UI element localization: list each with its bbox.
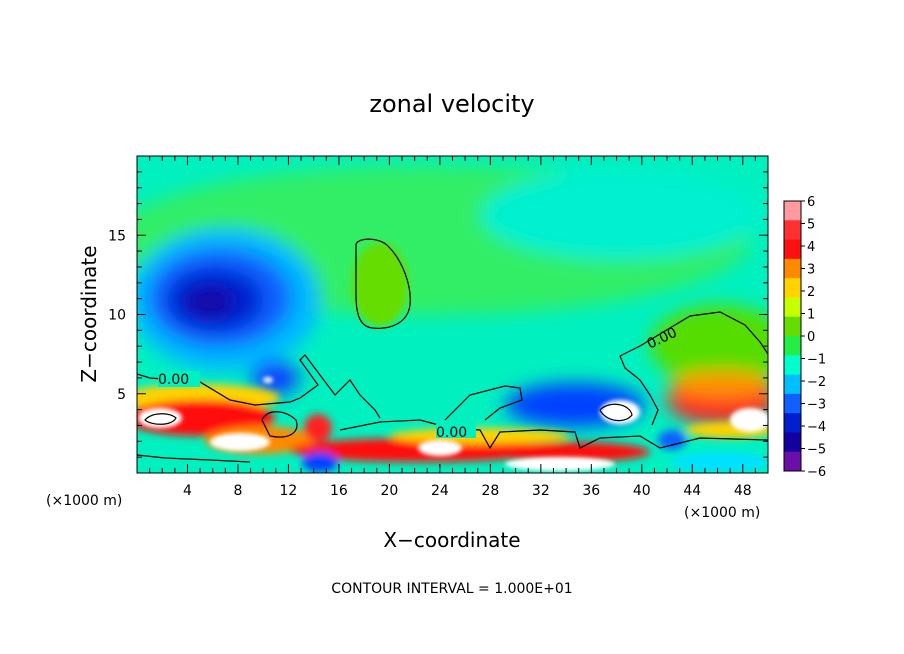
x-tick-labels: 4 8 12 16 20 24 28 32 36 40 44 48 <box>183 483 752 499</box>
white-patch-right <box>730 408 768 432</box>
y-tick-labels: 5 10 15 <box>108 228 126 403</box>
bottom-right-red-layer <box>490 442 650 462</box>
contour-label-left: 0.00 <box>158 372 189 388</box>
upper-right-cyan <box>480 170 760 260</box>
colorbar-segment <box>784 451 801 472</box>
x-tick-label: 28 <box>481 483 499 499</box>
x-axis-label: X−coordinate <box>383 528 520 552</box>
x-tick-label: 16 <box>330 483 348 499</box>
contour-left-layer <box>137 354 381 419</box>
y-tick-label: 10 <box>108 308 126 324</box>
white-patch-bottom <box>505 457 615 471</box>
colorbar-label: 2 <box>807 285 815 300</box>
colorbar-segment <box>784 239 801 260</box>
colorbar-label: −6 <box>807 465 826 480</box>
velocity-field <box>137 156 768 473</box>
colorbar-segment <box>784 374 801 395</box>
colorbar: 6 5 4 3 2 1 0 −1 −2 −3 −4 −5 −6 <box>783 195 826 480</box>
contour-right-upper <box>619 311 768 357</box>
colorbar-label: 6 <box>807 195 815 210</box>
colorbar-segment <box>784 220 801 241</box>
colorbar-segment <box>784 355 801 376</box>
colorbar-segment <box>784 432 801 453</box>
colorbar-segment <box>784 316 801 337</box>
white-patch-left-low <box>210 433 270 451</box>
colorbar-label: 1 <box>807 308 815 323</box>
colorbar-label: −4 <box>807 420 826 435</box>
x-tick-label: 40 <box>633 483 651 499</box>
x-tick-label: 32 <box>532 483 550 499</box>
colorbar-label: 0 <box>807 330 815 345</box>
colorbar-segment <box>784 258 801 279</box>
colorbar-segment <box>784 336 801 356</box>
right-orange-patch <box>670 371 768 399</box>
right-green-bulge <box>650 305 768 385</box>
colorbar-label: 5 <box>807 218 815 233</box>
contour-island <box>355 238 411 329</box>
x-tick-label: 8 <box>233 483 242 499</box>
x-tick-label: 48 <box>734 483 752 499</box>
contour-mid-layer <box>261 411 298 438</box>
contour-center-layer <box>339 419 768 450</box>
colorbar-segment <box>784 201 801 221</box>
colorbar-label: −3 <box>807 398 826 413</box>
contour-center-bump <box>444 385 523 421</box>
right-low-blue-patch <box>658 430 686 450</box>
contour-white-outline-right <box>599 403 633 422</box>
colorbar-segment <box>784 393 801 414</box>
chart-title: zonal velocity <box>369 90 534 118</box>
contour-interval-footer: CONTOUR INTERVAL = 1.000E+01 <box>331 581 572 597</box>
right-bottom-cyan <box>670 452 768 472</box>
x-tick-label: 20 <box>380 483 398 499</box>
small-blue-vortex <box>251 361 299 395</box>
colorbar-segment <box>784 297 801 318</box>
colorbar-label: 3 <box>807 263 815 278</box>
colorbar-label: −1 <box>807 353 826 368</box>
y-tick-label: 5 <box>117 387 126 403</box>
white-patch-center <box>418 440 462 456</box>
x-unit-label-right: (×1000 m) <box>684 505 760 521</box>
x-tick-label: 4 <box>183 483 192 499</box>
x-unit-label-left: (×1000 m) <box>46 493 122 509</box>
axis-ticks <box>137 156 768 473</box>
white-patch-right-mid <box>600 400 640 424</box>
x-tick-label: 36 <box>582 483 600 499</box>
bottom-yellow-layer <box>390 428 570 444</box>
colorbar-segment <box>784 278 801 298</box>
colorbar-label: −2 <box>807 375 826 390</box>
colorbar-label: −5 <box>807 443 826 458</box>
y-tick-label: 15 <box>108 228 126 244</box>
mid-red-patch <box>304 414 332 442</box>
colorbar-segment <box>784 413 801 433</box>
green-island <box>352 243 408 327</box>
contour-right-bend <box>619 355 659 426</box>
x-tick-label: 44 <box>683 483 701 499</box>
colorbar-label: 4 <box>807 240 815 255</box>
blue-vortex-core <box>186 288 234 316</box>
contour-left-bottom <box>137 454 251 463</box>
white-patch-vortex <box>263 377 273 383</box>
contour-label-center: 0.00 <box>436 425 467 441</box>
x-tick-label: 12 <box>280 483 298 499</box>
x-tick-label: 24 <box>431 483 449 499</box>
contour-white-outline-left <box>144 413 177 425</box>
bottom-blue-patch <box>302 452 338 472</box>
y-axis-label: Z−coordinate <box>77 245 101 382</box>
